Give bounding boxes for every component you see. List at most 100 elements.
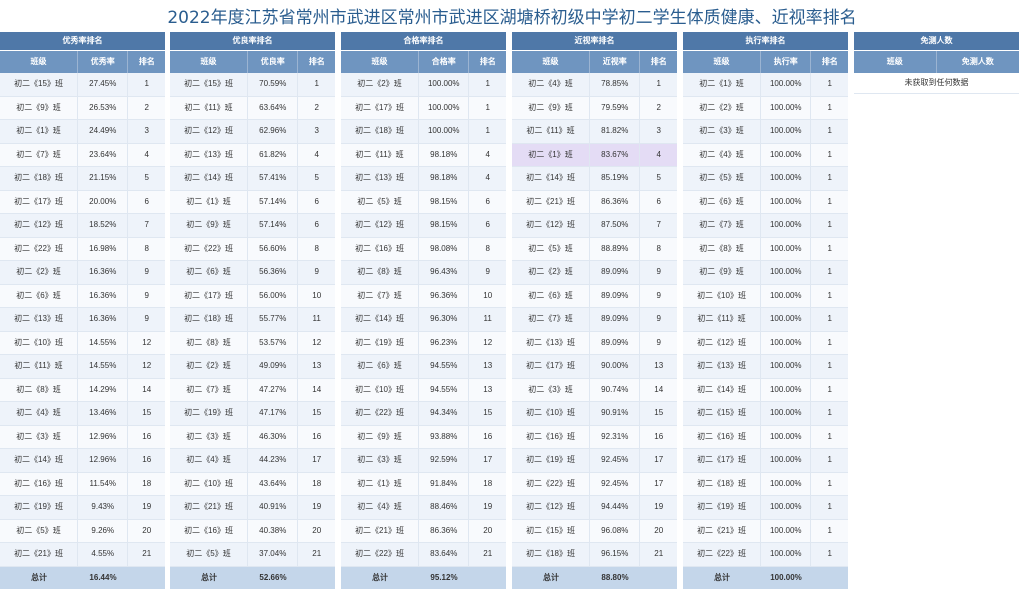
column-header-exempt-count[interactable]: 免测人数 [961, 57, 994, 66]
table-row[interactable]: 初二《14》班 57.41% 5 [170, 167, 335, 191]
table-row[interactable]: 初二《6》班 94.55% 13 [341, 355, 506, 379]
column-header-rank[interactable]: 排名 [821, 57, 838, 66]
table-row[interactable]: 初二《1》班 57.14% 6 [170, 190, 335, 214]
table-row[interactable]: 初二《15》班 70.59% 1 [170, 73, 335, 97]
table-row[interactable]: 初二《3》班 90.74% 14 [512, 378, 677, 402]
table-row[interactable]: 初二《19》班 100.00% 1 [683, 496, 848, 520]
table-row[interactable]: 初二《2》班 100.00% 1 [683, 96, 848, 120]
table-row[interactable]: 初二《5》班 98.15% 6 [341, 190, 506, 214]
table-row[interactable]: 初二《16》班 100.00% 1 [683, 425, 848, 449]
table-row[interactable]: 初二《9》班 26.53% 2 [0, 96, 165, 120]
column-header-class[interactable]: 班级 [512, 51, 591, 73]
table-row[interactable]: 初二《1》班 91.84% 18 [341, 472, 506, 496]
table-row[interactable]: 初二《13》班 61.82% 4 [170, 143, 335, 167]
table-row[interactable]: 初二《5》班 100.00% 1 [683, 167, 848, 191]
table-row[interactable]: 初二《2》班 100.00% 1 [341, 73, 506, 97]
table-row[interactable]: 初二《16》班 40.38% 20 [170, 519, 335, 543]
table-row[interactable]: 初二《12》班 98.15% 6 [341, 214, 506, 238]
table-row[interactable]: 初二《21》班 100.00% 1 [683, 519, 848, 543]
table-row[interactable]: 初二《11》班 100.00% 1 [683, 308, 848, 332]
table-row[interactable]: 初二《22》班 92.45% 17 [512, 472, 677, 496]
table-row[interactable]: 初二《9》班 79.59% 2 [512, 96, 677, 120]
column-header-class[interactable]: 班级 [0, 51, 79, 73]
table-row[interactable]: 初二《4》班 13.46% 15 [0, 402, 165, 426]
table-row[interactable]: 初二《16》班 98.08% 8 [341, 237, 506, 261]
table-row[interactable]: 初二《8》班 53.57% 12 [170, 331, 335, 355]
column-header-class[interactable]: 班级 [854, 51, 937, 73]
table-row[interactable]: 初二《10》班 100.00% 1 [683, 284, 848, 308]
table-row[interactable]: 初二《3》班 92.59% 17 [341, 449, 506, 473]
table-row[interactable]: 初二《15》班 96.08% 20 [512, 519, 677, 543]
table-row[interactable]: 初二《19》班 96.23% 12 [341, 331, 506, 355]
table-row[interactable]: 初二《10》班 94.55% 13 [341, 378, 506, 402]
table-row[interactable]: 初二《7》班 47.27% 14 [170, 378, 335, 402]
table-row[interactable]: 初二《21》班 86.36% 6 [512, 190, 677, 214]
table-row[interactable]: 初二《8》班 100.00% 1 [683, 237, 848, 261]
table-row[interactable]: 初二《22》班 100.00% 1 [683, 543, 848, 567]
column-header-rank[interactable]: 排名 [308, 57, 325, 66]
table-row[interactable]: 初二《11》班 98.18% 4 [341, 143, 506, 167]
table-row[interactable]: 初二《22》班 56.60% 8 [170, 237, 335, 261]
table-row[interactable]: 初二《12》班 87.50% 7 [512, 214, 677, 238]
table-row[interactable]: 初二《15》班 27.45% 1 [0, 73, 165, 97]
table-row[interactable]: 初二《11》班 14.55% 12 [0, 355, 165, 379]
table-row[interactable]: 初二《3》班 12.96% 16 [0, 425, 165, 449]
column-header-value[interactable]: 近视率 [590, 51, 641, 73]
table-row[interactable]: 初二《7》班 89.09% 9 [512, 308, 677, 332]
table-row[interactable]: 初二《9》班 93.88% 16 [341, 425, 506, 449]
table-row[interactable]: 初二《6》班 89.09% 9 [512, 284, 677, 308]
table-row[interactable]: 初二《17》班 100.00% 1 [341, 96, 506, 120]
column-header-value[interactable]: 优秀率 [78, 51, 129, 73]
table-row[interactable]: 初二《7》班 100.00% 1 [683, 214, 848, 238]
table-row[interactable]: 初二《8》班 96.43% 9 [341, 261, 506, 285]
table-row[interactable]: 初二《19》班 47.17% 15 [170, 402, 335, 426]
table-row[interactable]: 初二《12》班 18.52% 7 [0, 214, 165, 238]
column-header-class[interactable]: 班级 [341, 51, 420, 73]
table-row[interactable]: 初二《5》班 88.89% 8 [512, 237, 677, 261]
table-row[interactable]: 初二《16》班 92.31% 16 [512, 425, 677, 449]
table-row[interactable]: 初二《5》班 37.04% 21 [170, 543, 335, 567]
table-row[interactable]: 初二《6》班 56.36% 9 [170, 261, 335, 285]
table-row[interactable]: 初二《14》班 100.00% 1 [683, 378, 848, 402]
table-row[interactable]: 初二《14》班 85.19% 5 [512, 167, 677, 191]
table-row[interactable]: 初二《13》班 98.18% 4 [341, 167, 506, 191]
column-header-rank[interactable]: 排名 [479, 57, 496, 66]
table-row[interactable]: 初二《3》班 100.00% 1 [683, 120, 848, 144]
table-row[interactable]: 初二《21》班 4.55% 21 [0, 543, 165, 567]
table-row[interactable]: 初二《13》班 100.00% 1 [683, 355, 848, 379]
table-row[interactable]: 初二《17》班 20.00% 6 [0, 190, 165, 214]
table-row[interactable]: 初二《6》班 100.00% 1 [683, 190, 848, 214]
table-row[interactable]: 初二《7》班 96.36% 10 [341, 284, 506, 308]
table-row[interactable]: 初二《4》班 78.85% 1 [512, 73, 677, 97]
table-row[interactable]: 初二《14》班 12.96% 16 [0, 449, 165, 473]
table-row[interactable]: 初二《10》班 14.55% 12 [0, 331, 165, 355]
column-header-class[interactable]: 班级 [170, 51, 249, 73]
table-row[interactable]: 初二《18》班 55.77% 11 [170, 308, 335, 332]
table-row[interactable]: 初二《19》班 92.45% 17 [512, 449, 677, 473]
table-row[interactable]: 初二《4》班 88.46% 19 [341, 496, 506, 520]
table-row[interactable]: 初二《4》班 100.00% 1 [683, 143, 848, 167]
table-row[interactable]: 初二《17》班 56.00% 10 [170, 284, 335, 308]
table-row[interactable]: 初二《22》班 16.98% 8 [0, 237, 165, 261]
table-row[interactable]: 初二《22》班 94.34% 15 [341, 402, 506, 426]
column-header-value[interactable]: 优良率 [248, 51, 299, 73]
table-row[interactable]: 初二《15》班 100.00% 1 [683, 402, 848, 426]
table-row[interactable]: 初二《12》班 100.00% 1 [683, 331, 848, 355]
table-row[interactable]: 初二《22》班 83.64% 21 [341, 543, 506, 567]
table-row[interactable]: 初二《7》班 23.64% 4 [0, 143, 165, 167]
table-row[interactable]: 初二《18》班 100.00% 1 [683, 472, 848, 496]
table-row[interactable]: 初二《10》班 43.64% 18 [170, 472, 335, 496]
table-row[interactable]: 初二《11》班 81.82% 3 [512, 120, 677, 144]
table-row[interactable]: 初二《18》班 96.15% 21 [512, 543, 677, 567]
table-row[interactable]: 初二《13》班 89.09% 9 [512, 331, 677, 355]
table-row[interactable]: 初二《6》班 16.36% 9 [0, 284, 165, 308]
table-row[interactable]: 初二《3》班 46.30% 16 [170, 425, 335, 449]
table-row[interactable]: 初二《12》班 62.96% 3 [170, 120, 335, 144]
table-row[interactable]: 初二《1》班 83.67% 4 [512, 143, 677, 167]
table-row[interactable]: 初二《18》班 21.15% 5 [0, 167, 165, 191]
table-row[interactable]: 初二《16》班 11.54% 18 [0, 472, 165, 496]
table-row[interactable]: 初二《21》班 40.91% 19 [170, 496, 335, 520]
table-row[interactable]: 初二《1》班 24.49% 3 [0, 120, 165, 144]
table-row[interactable]: 初二《1》班 100.00% 1 [683, 73, 848, 97]
table-row[interactable]: 初二《9》班 100.00% 1 [683, 261, 848, 285]
